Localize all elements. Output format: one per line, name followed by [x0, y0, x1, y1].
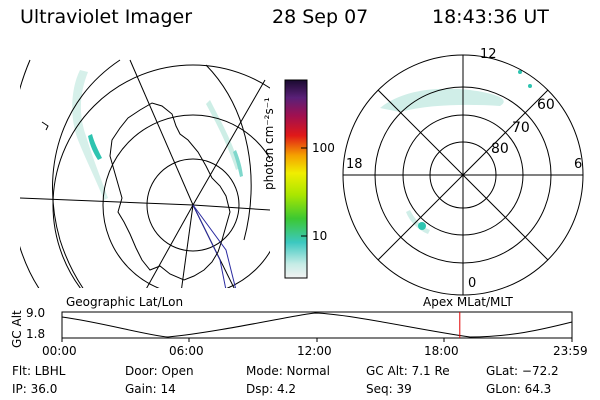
glat-status: GLat: −72.2 [486, 364, 559, 378]
altitude-ylabel: GC Alt [10, 310, 24, 348]
date-label: 28 Sep 07 [272, 6, 369, 28]
antarctica-coastline [109, 102, 231, 281]
aurora-oval-geo [72, 70, 243, 200]
instrument-title: Ultraviolet Imager [20, 6, 193, 28]
color-bar [284, 79, 308, 279]
colorbar-tick-10: 10 [312, 229, 328, 243]
mode-status: Mode: Normal [246, 364, 330, 378]
geographic-map [20, 59, 270, 288]
gain-status: Gain: 14 [125, 382, 176, 396]
mlt-label-12: 12 [480, 47, 497, 62]
seq-status: Seq: 39 [366, 382, 412, 396]
altitude-curve [61, 312, 573, 338]
filter-status: Flt: LBHL [12, 364, 66, 378]
dsp-status: Dsp: 4.2 [246, 382, 297, 396]
time-tick-0000: 00:00 [42, 344, 77, 358]
altitude-tick-9: 9.0 [26, 306, 46, 320]
mlt-label-0: 0 [468, 276, 477, 291]
mlt-label-18: 18 [346, 157, 363, 172]
geographic-projection-label: Geographic Lat/Lon [66, 295, 184, 309]
time-tick-0600: 06:00 [169, 344, 204, 358]
polar-plot [342, 54, 584, 296]
colorbar-unit-label: photon cm⁻²s⁻¹ [262, 97, 276, 190]
apex-projection-label: Apex MLat/MLT [423, 295, 513, 309]
mlat-label-80: 80 [491, 141, 509, 157]
ip-status: IP: 36.0 [12, 382, 58, 396]
time-label: 18:43:36 UT [432, 6, 549, 28]
door-status: Door: Open [125, 364, 194, 378]
altitude-tick-1-8: 1.8 [26, 327, 46, 341]
time-tick-1200: 12:00 [297, 344, 332, 358]
mlt-label-6: 6 [574, 157, 583, 172]
time-tick-2359: 23:59 [553, 344, 588, 358]
altitude-strip [61, 311, 573, 342]
colorbar-tick-100: 100 [312, 141, 335, 155]
mlat-label-70: 70 [512, 120, 530, 136]
mlat-label-60: 60 [537, 97, 555, 113]
glon-status: GLon: 64.3 [486, 382, 552, 396]
time-tick-1800: 18:00 [424, 344, 459, 358]
gc-alt-status: GC Alt: 7.1 Re [366, 364, 450, 378]
